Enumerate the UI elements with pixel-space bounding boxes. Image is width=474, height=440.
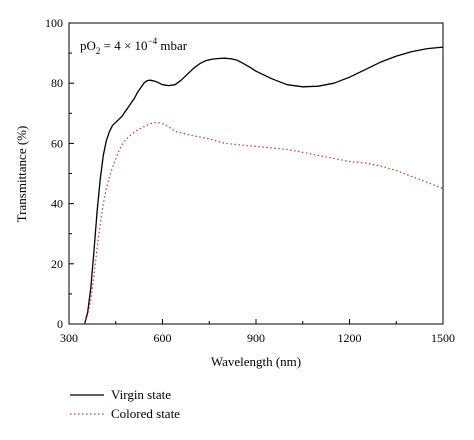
y-tick-label: 40 (51, 197, 63, 211)
x-tick-label: 900 (247, 331, 265, 345)
y-tick-label: 0 (57, 317, 63, 331)
legend: Virgin state Colored state (70, 387, 180, 421)
x-axis-title: Wavelength (nm) (211, 354, 301, 369)
x-tick-label: 1200 (338, 331, 362, 345)
annotation-suffix: mbar (157, 38, 188, 53)
plot-frame (68, 22, 444, 325)
x-tick-label: 600 (154, 331, 172, 345)
annotation-equals: = 4 × 10 (100, 38, 147, 53)
legend-label-colored: Colored state (111, 406, 180, 421)
annotation-exponent: −4 (148, 36, 158, 46)
annotation-prefix: pO (80, 38, 96, 53)
x-tick-label: 300 (60, 331, 78, 345)
y-axis-title: Transmittance (%) (14, 126, 29, 223)
legend-label-virgin: Virgin state (111, 387, 171, 402)
y-tick-label: 80 (51, 76, 63, 90)
x-tick-label: 1500 (431, 331, 455, 345)
y-tick-label: 60 (51, 136, 63, 150)
ticks-layer: 300 600 900 1200 1500 0 20 40 60 80 100 (45, 16, 455, 345)
y-tick-label: 100 (45, 16, 63, 30)
series-line-colored (84, 121, 444, 325)
annotation-subscript: 2 (96, 46, 101, 56)
series-layer (83, 46, 444, 325)
annotation-po2: pO2 = 4 × 10−4 mbar (80, 36, 188, 56)
series-line-virgin (83, 46, 444, 325)
y-tick-label: 20 (51, 257, 63, 271)
